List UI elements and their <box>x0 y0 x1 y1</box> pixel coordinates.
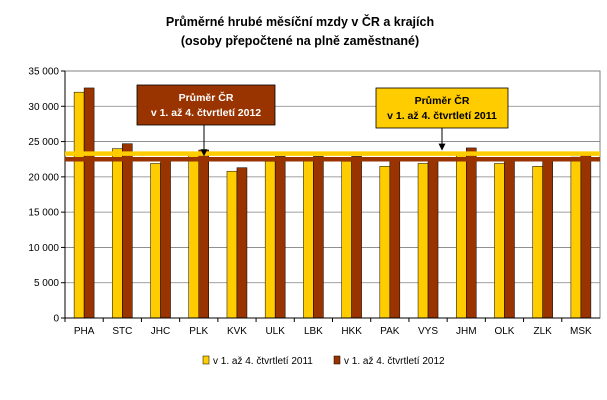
average-annotation-period: v 1. až 4. čtvrtletí 2011 <box>387 110 497 122</box>
average-annotation-period: v 1. až 4. čtvrtletí 2012 <box>151 107 261 119</box>
annotation-arrow-head <box>438 143 446 151</box>
average-annotation-box-2011 <box>375 87 509 129</box>
bar-2012-vys <box>427 158 439 319</box>
annotation-arrow-head <box>200 149 208 157</box>
x-category-label: ULK <box>265 326 285 337</box>
bar-2011-lbk <box>303 160 314 319</box>
x-category-label: JHC <box>151 326 170 337</box>
average-annotation-label: Průměr ČR <box>179 91 234 104</box>
bar-2012-plk <box>198 149 209 319</box>
plot-area: 0 5 000 10 000 15 000 20 000 25 000 30 000 35 0… <box>28 67 601 367</box>
x-category-label: OLK <box>494 326 514 337</box>
bar-2012-jhc <box>160 158 171 319</box>
bar-2012-jhm <box>466 147 477 319</box>
y-tick-label: 10 000 <box>28 243 59 254</box>
bar-2012-pha <box>83 87 95 319</box>
y-tick-label: 15 000 <box>28 208 59 219</box>
bar-2011-jhm <box>456 152 467 319</box>
bar-2011-ulk <box>264 161 276 319</box>
legend-label-2012: v 1. až 4. čtvrtletí 2012 <box>344 356 445 367</box>
bar-2012-olk <box>504 158 515 319</box>
bar-2011-msk <box>570 156 582 319</box>
bar-2012-stc <box>122 143 133 319</box>
x-category-label: HKK <box>341 326 362 337</box>
bar-2012-lbk <box>313 156 324 319</box>
bar-2011-hkk <box>341 161 352 319</box>
bar-2012-hkk <box>351 156 362 319</box>
y-tick-label: 5 000 <box>34 278 59 289</box>
bar-2011-olk <box>494 163 505 319</box>
y-tick-label: 25 000 <box>28 137 59 148</box>
legend-swatch-2011 <box>202 355 210 365</box>
chart-subtitle: (osoby přepočtené na plně zaměstnané) <box>181 34 419 48</box>
bar-2012-pak <box>389 160 401 319</box>
x-category-label: JHM <box>456 326 477 337</box>
bar-2011-pha <box>73 91 85 319</box>
x-category-label: STC <box>112 326 132 337</box>
bar-2011-pak <box>379 166 391 319</box>
x-category-label: ZLK <box>534 326 553 337</box>
bar-2011-vys <box>417 163 429 319</box>
chart-title: Průměrné hrubé měsíční mzdy v ČR a krají… <box>166 14 434 29</box>
bar-2011-kvk <box>226 170 238 319</box>
x-category-label: VYS <box>418 326 438 337</box>
y-tick-label: 20 000 <box>28 172 59 183</box>
bar-2012-ulk <box>274 156 286 319</box>
bar-2011-stc <box>112 148 123 319</box>
x-category-label: PAK <box>380 326 400 337</box>
x-category-label: MSK <box>570 326 592 337</box>
bar-2012-zlk <box>542 160 553 319</box>
x-category-label: PLK <box>189 326 208 337</box>
average-annotation-label: Průměr ČR <box>415 94 470 107</box>
bar-2011-zlk <box>532 166 543 319</box>
y-tick-label: 30 000 <box>28 102 59 113</box>
legend-label-2011: v 1. až 4. čtvrtletí 2011 <box>213 356 313 367</box>
bar-2012-msk <box>580 154 592 319</box>
legend-swatch-2012 <box>333 355 341 365</box>
average-annotation-box-2012 <box>136 84 276 126</box>
x-category-label: KVK <box>227 326 247 337</box>
x-category-label: LBK <box>304 326 323 337</box>
bar-2011-plk <box>188 151 199 319</box>
bar-2012-kvk <box>236 167 248 319</box>
y-tick-label: 35 000 <box>28 67 59 78</box>
bar-2011-jhc <box>150 163 161 319</box>
x-category-label: PHA <box>74 326 95 337</box>
y-tick-label: 0 <box>53 314 59 325</box>
